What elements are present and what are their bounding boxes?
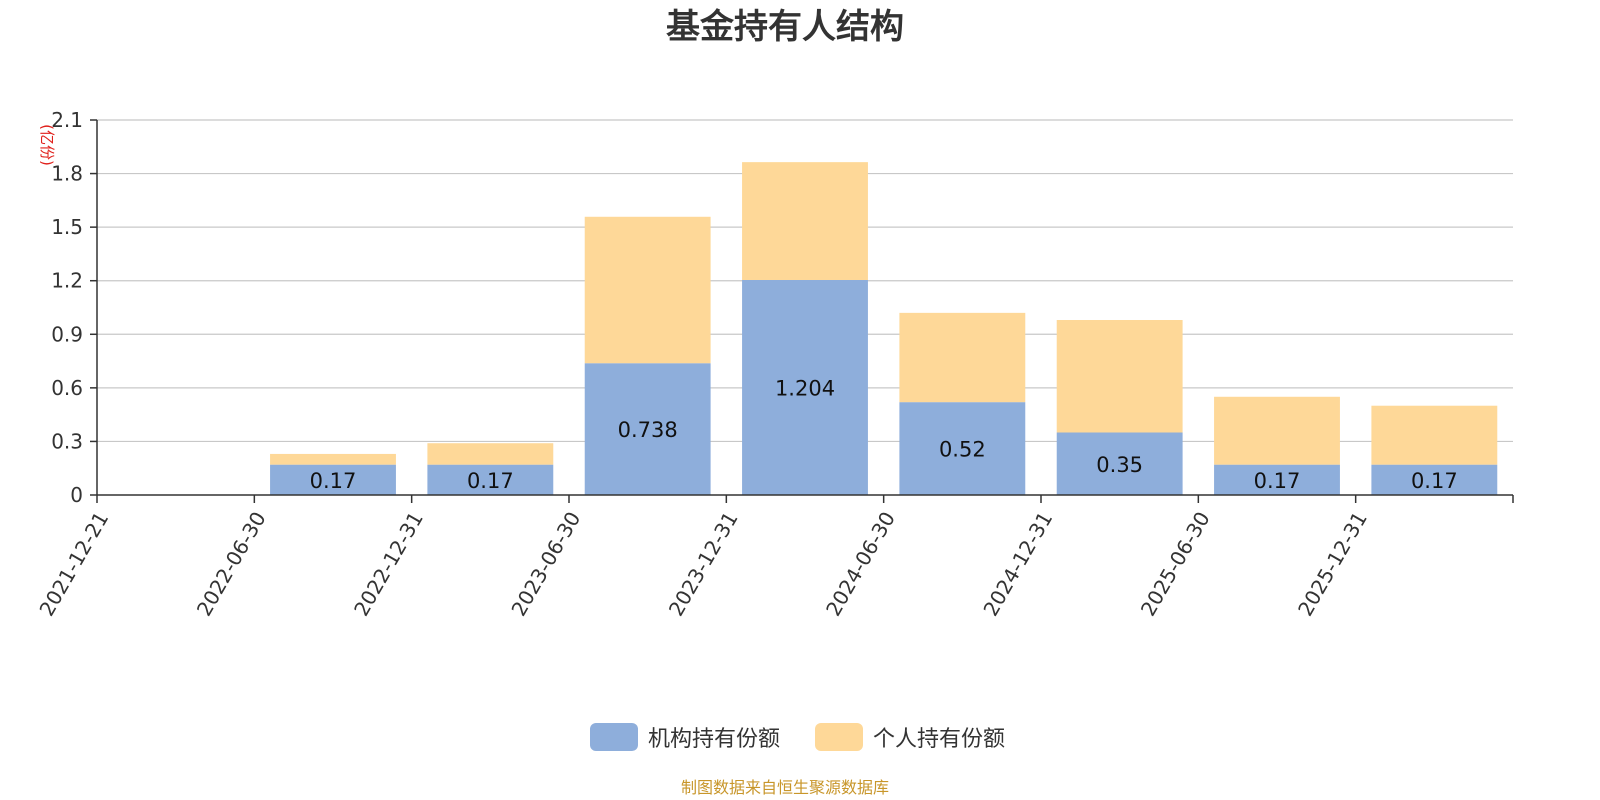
x-tick-label: 2024-12-31 [978, 508, 1057, 621]
data-labels: 0.17 0.17 0.738 1.204 0.52 0.35 0.17 0.17 [310, 377, 1458, 493]
y-tick-label: 1.5 [51, 215, 83, 239]
x-tick-label: 2022-12-31 [349, 507, 428, 620]
legend-label[interactable]: 个人持有份额 [873, 727, 1005, 752]
y-tick-label: 0.9 [51, 322, 83, 346]
data-label: 0.52 [939, 438, 986, 462]
y-tick-label: 0.3 [51, 429, 83, 453]
bar-institutional [427, 464, 554, 495]
y-tick-label: 1.8 [51, 162, 83, 186]
x-tick-label: 2023-12-31 [664, 508, 743, 621]
x-tick-label: 2025-12-31 [1293, 508, 1372, 621]
bar-institutional [1214, 464, 1340, 495]
legend[interactable]: 机构持有份额 个人持有份额 [590, 723, 1005, 752]
bar-individual [584, 216, 711, 364]
data-label: 1.204 [775, 377, 835, 401]
data-label: 0.17 [310, 469, 357, 493]
data-label: 0.35 [1096, 453, 1143, 477]
bar-institutional [584, 363, 711, 495]
legend-swatch[interactable] [815, 723, 863, 751]
x-tick-label: 2025-06-30 [1136, 508, 1215, 621]
bar-institutional [270, 464, 396, 495]
legend-swatch[interactable] [590, 723, 638, 751]
x-tick-label: 2021-12-21 [34, 508, 113, 621]
bar-individual [1371, 405, 1498, 465]
data-label: 0.738 [618, 418, 678, 442]
bar-institutional [1371, 464, 1498, 495]
y-tick-label: 2.1 [51, 108, 83, 132]
data-label: 0.17 [467, 469, 514, 493]
chart-title: 基金持有人结构 [666, 7, 904, 47]
bar-institutional [1056, 432, 1183, 495]
data-label: 0.17 [1411, 469, 1458, 493]
bars [270, 162, 1498, 495]
data-label: 0.17 [1254, 469, 1301, 493]
source-note: 制图数据来自恒生聚源数据库 [681, 778, 889, 797]
y-axis-unit-label: (亿份) [38, 124, 56, 166]
legend-label[interactable]: 机构持有份额 [648, 727, 780, 752]
y-tick-label: 1.2 [51, 269, 83, 293]
x-tick-label: 2023-06-30 [506, 508, 585, 621]
bar-individual [427, 443, 554, 465]
bar-institutional [742, 280, 868, 495]
x-tick-label: 2022-06-30 [192, 508, 271, 621]
bar-institutional [899, 402, 1026, 495]
y-tick-label: 0 [70, 483, 83, 507]
bar-individual [899, 312, 1026, 403]
bar-individual [742, 162, 868, 280]
bar-individual [270, 453, 396, 465]
bar-individual [1214, 396, 1340, 465]
bar-individual [1056, 320, 1183, 433]
x-tick-label: 2024-06-30 [821, 508, 900, 621]
y-tick-label: 0.6 [51, 376, 83, 400]
